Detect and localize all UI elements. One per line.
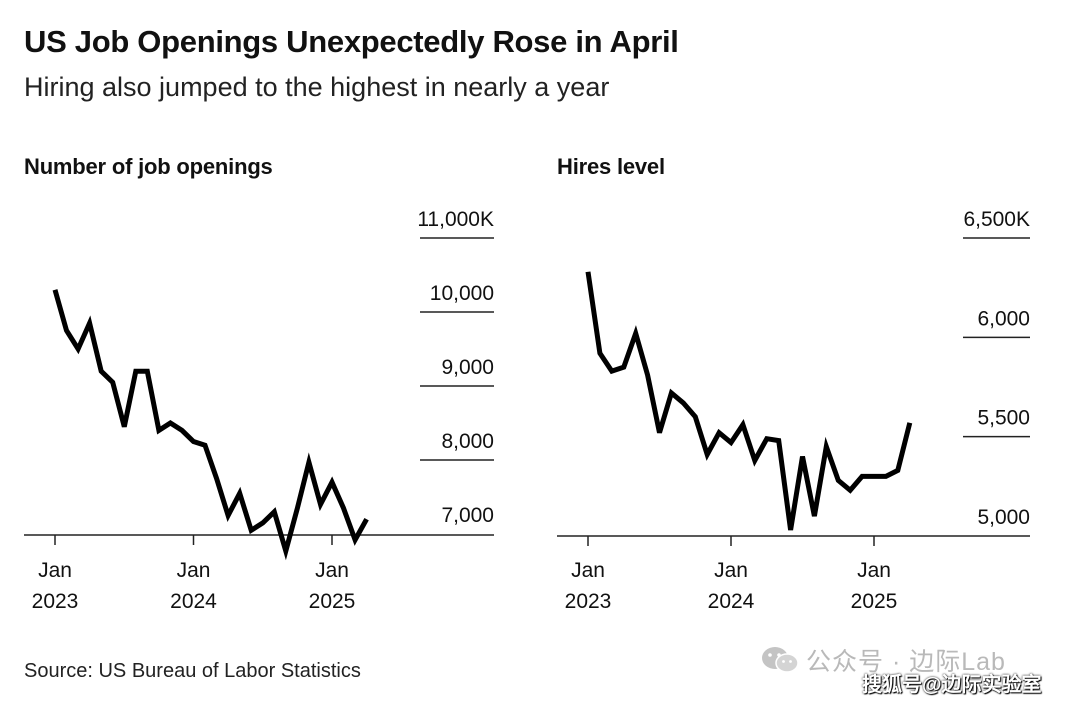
hires-y-tick-label: 5,500 — [977, 407, 1030, 430]
hires-y-tick-label: 5,000 — [977, 506, 1030, 529]
hires-x-tick-month: Jan — [857, 559, 891, 582]
hires-y-tick-label: 6,500K — [963, 208, 1030, 231]
watermark-text: 公众号 · 边际Lab — [806, 648, 1006, 676]
hires-y-tick-label: 6,000 — [977, 307, 1030, 330]
openings-x-tick-year: 2025 — [309, 590, 356, 613]
hires-series-line — [585, 271, 913, 531]
openings-x-tick-year: 2024 — [170, 590, 217, 613]
openings-x-tick-year: 2023 — [32, 590, 79, 613]
hires-x-tick-year: 2023 — [565, 590, 612, 613]
chart-subtitle: Hiring also jumped to the highest in nea… — [24, 72, 610, 102]
watermark-credit: 搜狐号@边际实验室 — [862, 674, 1042, 696]
hires-x-tick-month: Jan — [714, 559, 748, 582]
openings-y-tick-label: 9,000 — [441, 356, 494, 379]
wechat-logo-icon — [762, 647, 799, 673]
job-openings-panel-title: Number of job openings — [24, 154, 273, 179]
openings-series-line — [52, 289, 369, 561]
source-note: Source: US Bureau of Labor Statistics — [24, 660, 361, 682]
openings-y-tick-label: 11,000K — [417, 208, 494, 231]
hires-x-tick-month: Jan — [571, 559, 605, 582]
hires-x-tick-year: 2025 — [851, 590, 898, 613]
watermark: 公众号 · 边际Lab — [760, 642, 1006, 678]
openings-y-tick-label: 10,000 — [430, 282, 494, 305]
openings-x-tick-month: Jan — [315, 559, 349, 582]
hires-x-tick-year: 2024 — [708, 590, 755, 613]
openings-y-tick-label: 7,000 — [441, 504, 494, 527]
openings-x-tick-month: Jan — [177, 559, 211, 582]
chart-title: US Job Openings Unexpectedly Rose in Apr… — [24, 24, 679, 59]
openings-y-tick-label: 8,000 — [441, 430, 494, 453]
hires-panel-title: Hires level — [557, 154, 665, 179]
openings-x-tick-month: Jan — [38, 559, 72, 582]
